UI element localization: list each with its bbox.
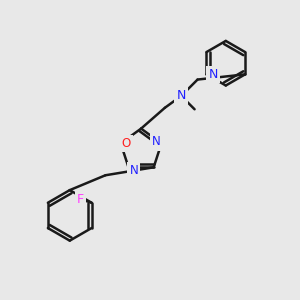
Text: F: F [77,193,84,206]
Text: O: O [122,137,131,150]
Text: N: N [152,135,161,148]
Text: N: N [176,89,186,102]
Text: N: N [208,68,218,81]
Text: N: N [130,164,138,177]
